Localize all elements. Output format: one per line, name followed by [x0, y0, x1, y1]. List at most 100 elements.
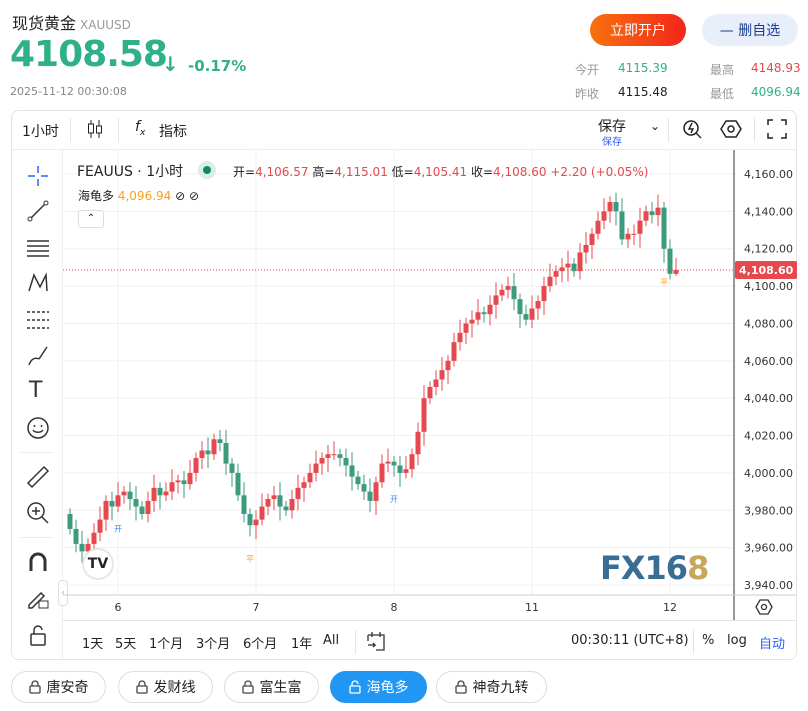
y-tick-label: 3,940.00: [744, 579, 793, 592]
y-tick-label: 4,060.00: [744, 355, 793, 368]
strategy-tab-label: 富生富: [259, 680, 302, 696]
candle-body: [583, 244, 589, 253]
candle-body: [235, 472, 241, 496]
range-button[interactable]: All: [323, 633, 340, 648]
candle-body: [661, 207, 667, 249]
lock-drawings-icon[interactable]: [26, 586, 50, 610]
pattern-icon[interactable]: [26, 271, 50, 295]
candle-body: [145, 500, 151, 515]
candle-body: [373, 482, 379, 501]
current-price-badge: [735, 261, 797, 280]
text-icon[interactable]: T: [29, 378, 43, 403]
emoji-icon[interactable]: [26, 416, 50, 440]
strategy-tab-label: 唐安奇: [46, 680, 89, 696]
open-account-button[interactable]: 立即开户: [590, 14, 686, 46]
candle-body: [481, 312, 487, 315]
candle-body: [415, 431, 421, 455]
function-icon[interactable]: fx: [135, 119, 146, 138]
chart-widget: [11, 110, 797, 660]
trend-line-icon[interactable]: [26, 199, 50, 223]
remove-favorite-button[interactable]: — 删自选: [702, 14, 798, 46]
trade-marker: 开: [114, 525, 122, 534]
axis-settings-icon[interactable]: [755, 598, 773, 616]
candle-body: [403, 469, 409, 473]
unlock-icon[interactable]: [26, 623, 50, 647]
candle-body: [67, 514, 73, 529]
range-button[interactable]: 1年: [291, 637, 313, 652]
candle-type-icon[interactable]: [86, 118, 104, 140]
settings-icon[interactable]: [720, 118, 742, 140]
candle-body: [307, 472, 313, 483]
indicators-button[interactable]: 指标: [159, 124, 187, 140]
tradingview-logo[interactable]: TV: [82, 548, 114, 580]
candle-body: [367, 491, 373, 501]
log-toggle[interactable]: log: [727, 633, 747, 648]
candle-body: [277, 495, 283, 507]
candle-body: [109, 500, 115, 507]
candle-body: [229, 463, 235, 473]
auto-scale-toggle[interactable]: 自动: [759, 637, 786, 652]
quick-search-icon[interactable]: [682, 118, 704, 140]
y-tick-label: 4,120.00: [744, 243, 793, 256]
candle-body: [301, 482, 307, 488]
y-tick-label: 4,140.00: [744, 205, 793, 218]
range-button[interactable]: 5天: [115, 637, 137, 652]
candle-body: [73, 528, 79, 544]
candle-body: [397, 465, 403, 473]
clock: 00:30:11 (UTC+8): [571, 633, 689, 648]
goto-date-icon[interactable]: [366, 630, 386, 652]
candle-body: [271, 495, 277, 500]
candle-body: [223, 443, 229, 464]
interval-selector[interactable]: 1小时: [22, 124, 59, 140]
candle-body: [337, 454, 343, 458]
fib-lines-icon[interactable]: [26, 236, 50, 260]
candle-body: [487, 304, 493, 315]
x-tick-label: 7: [253, 601, 260, 614]
candle-body: [295, 487, 301, 500]
candle-body: [391, 461, 397, 466]
brush-icon[interactable]: [26, 344, 50, 368]
strategy-tab[interactable]: 神奇九转: [436, 671, 547, 703]
save-button[interactable]: 保存: [598, 119, 626, 135]
candle-body: [187, 472, 193, 485]
chevron-down-icon[interactable]: ⌄: [650, 119, 661, 133]
candle-body: [385, 461, 391, 464]
candle-body: [163, 491, 169, 496]
zoom-in-icon[interactable]: [26, 501, 50, 525]
range-button[interactable]: 3个月: [196, 637, 231, 652]
collapse-legend-button[interactable]: ⌃: [78, 210, 104, 228]
candle-body: [523, 314, 529, 320]
candle-body: [127, 491, 133, 500]
candle-body: [619, 211, 625, 240]
candle-body: [103, 500, 109, 520]
candle-body: [577, 252, 583, 272]
candle-body: [289, 499, 295, 511]
candle-body: [529, 308, 535, 320]
candle-body: [601, 211, 607, 221]
strategy-tab[interactable]: 富生富: [224, 671, 319, 703]
ruler-icon[interactable]: [26, 465, 50, 489]
strategy-tab[interactable]: 发财线: [118, 671, 213, 703]
candle-body: [547, 276, 553, 287]
range-button[interactable]: 1天: [82, 637, 104, 652]
range-button[interactable]: 6个月: [243, 637, 278, 652]
price-chart[interactable]: 4,160.00 4,140.00 4,120.00 4,100.00 4,080.00…: [63, 150, 797, 620]
range-button[interactable]: 1个月: [149, 637, 184, 652]
strategy-tab-label: 发财线: [153, 680, 196, 696]
strategy-tab[interactable]: 海龟多: [330, 671, 427, 703]
prediction-icon[interactable]: [26, 308, 50, 332]
chart-symbol: FEAUUS · 1小时: [77, 164, 184, 180]
stat-label: 最高: [710, 63, 735, 77]
percent-toggle[interactable]: %: [702, 633, 715, 648]
candle-body: [445, 360, 451, 371]
strategy-tab[interactable]: 唐安奇: [11, 671, 106, 703]
collapse-toolbar-button[interactable]: ‹: [58, 580, 68, 606]
candle-body: [493, 295, 499, 305]
fullscreen-icon[interactable]: [767, 119, 787, 139]
last-price: 4108.58: [10, 34, 168, 75]
candle-body: [451, 342, 457, 361]
stat-low: 4096.94: [751, 85, 801, 99]
candle-body: [553, 271, 559, 277]
crosshair-icon[interactable]: [26, 164, 50, 188]
magnet-icon[interactable]: [26, 550, 50, 574]
